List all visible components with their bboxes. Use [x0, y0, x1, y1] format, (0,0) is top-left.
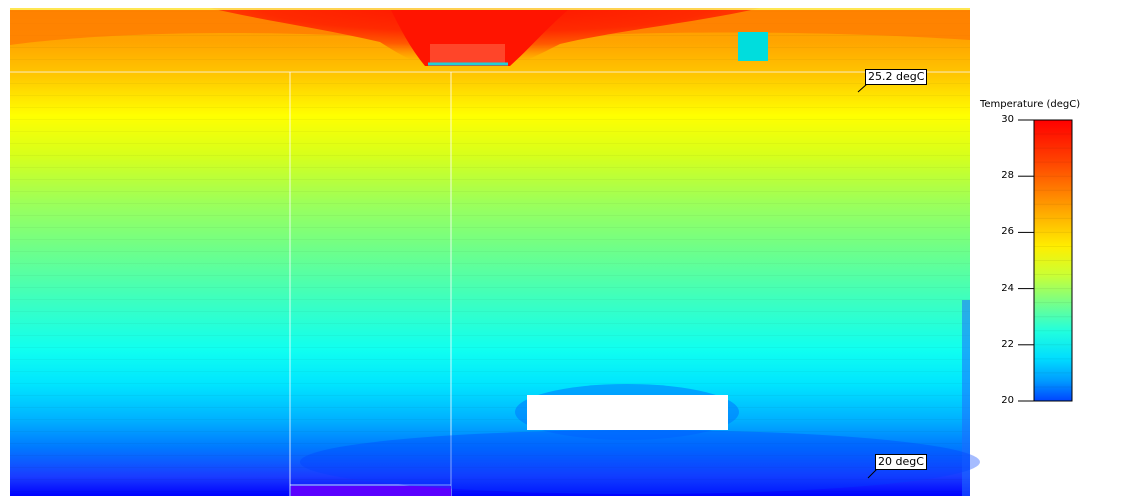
- probe-lower-leader: [867, 468, 878, 479]
- probe-upper-leader: [857, 83, 868, 93]
- legend-tick-label: 30: [1001, 114, 1014, 125]
- legend-ticks: [1018, 119, 1034, 402]
- legend-bands: [1034, 133, 1072, 388]
- legend-tick-label: 26: [1001, 226, 1014, 238]
- legend-title: Temperature (degC): [980, 99, 1081, 110]
- sensor-object: [738, 32, 768, 61]
- legend-tick-label: 22: [1001, 338, 1014, 350]
- legend-tick-label: 20: [1001, 395, 1014, 406]
- inlet-patch: [430, 44, 505, 64]
- legend-color-bar: [1033, 119, 1073, 402]
- floor-strip: [291, 486, 451, 496]
- probe-lower-label: 20 degC: [875, 454, 927, 470]
- obstacle-box: [527, 395, 728, 430]
- field-banding: [10, 8, 970, 496]
- floor-cold-region: [300, 430, 980, 494]
- right-wall-edge: [962, 300, 970, 496]
- probe-upper-label: 25.2 degC: [865, 69, 928, 85]
- legend-tick-label: 24: [1001, 282, 1014, 294]
- legend-tick-label: 28: [1001, 170, 1014, 182]
